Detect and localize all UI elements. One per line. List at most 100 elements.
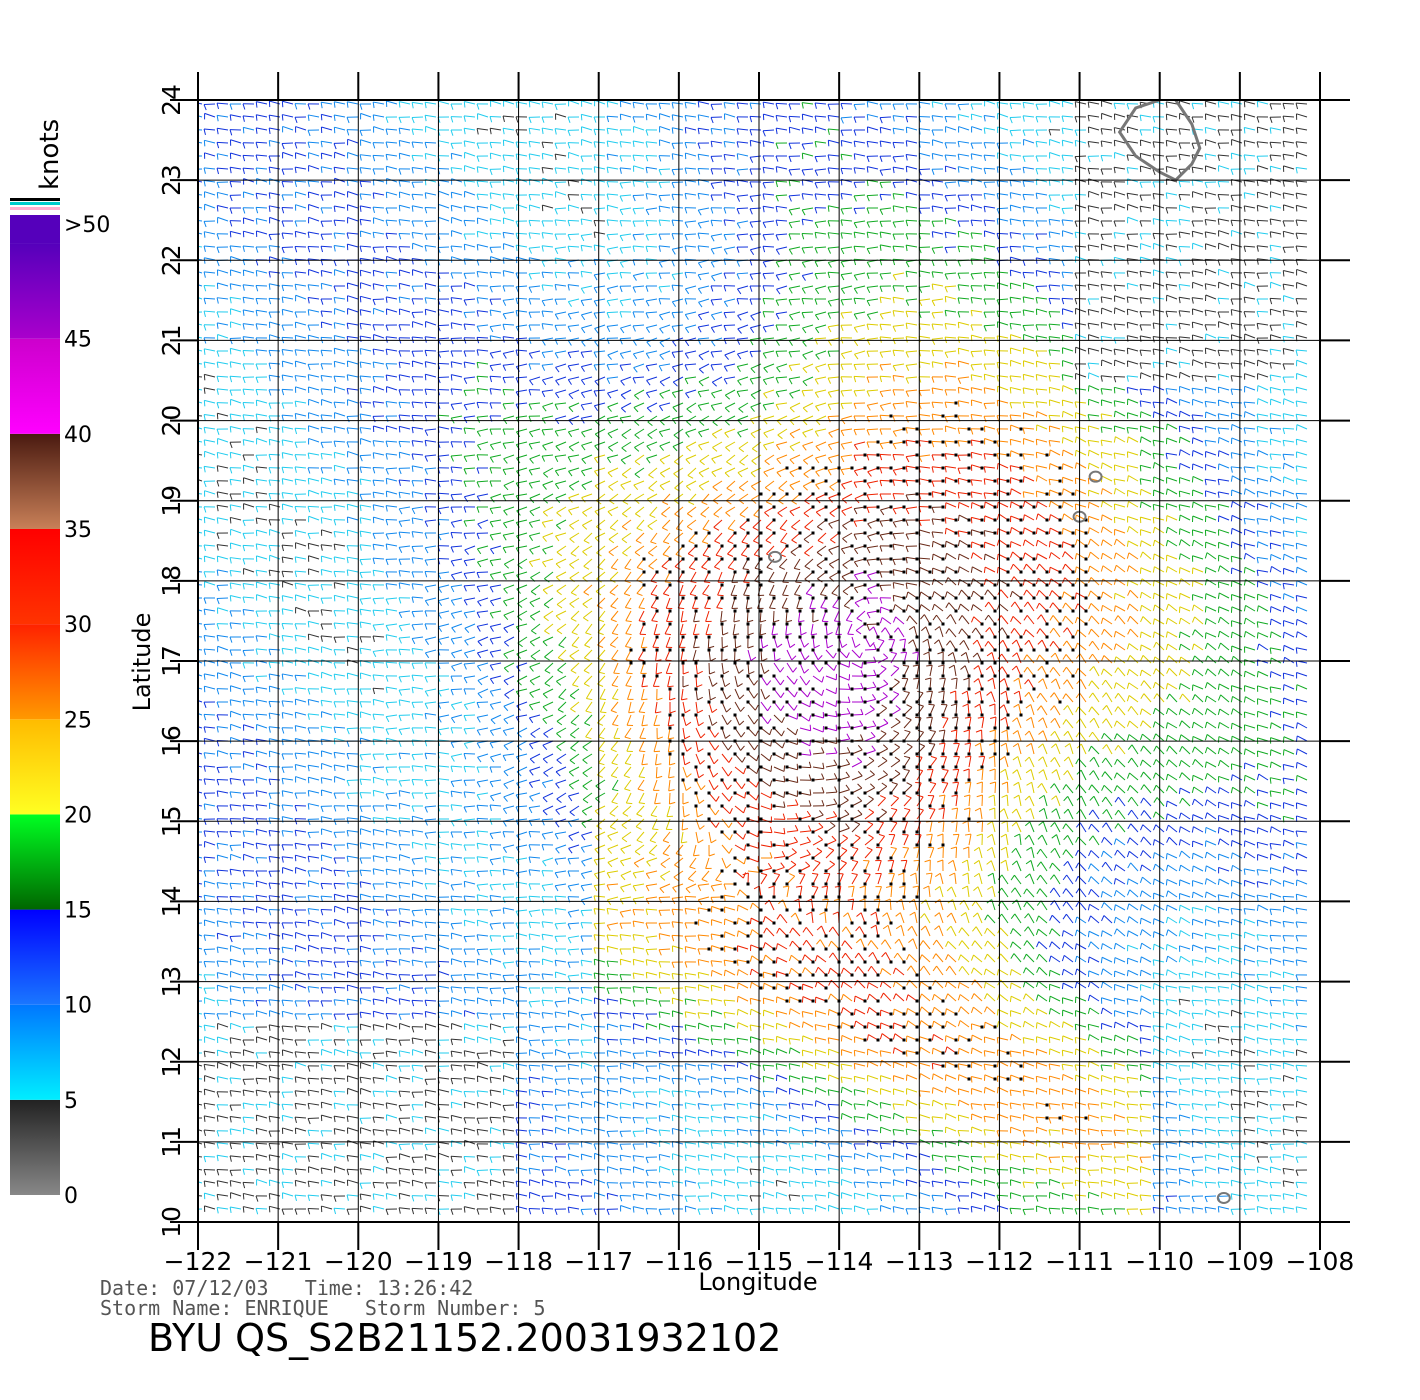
wind-barb-feather [958,455,960,461]
wind-barb-feather [503,353,506,358]
wind-barb-feather [1036,402,1037,408]
wind-barb [360,181,371,182]
wind-barb-feather [854,455,856,461]
wind-barb [1049,363,1060,364]
wind-barb [490,272,501,273]
wind-barb [1270,298,1281,299]
wind-barb-feather [1101,192,1102,198]
wind-barb-feather [997,376,998,382]
wind-barb-feather [854,232,855,238]
wind-barb-feather [932,455,934,461]
wind-barb-feather [373,155,375,161]
wind-barb [620,234,631,236]
wind-barb-feather [1257,273,1259,279]
wind-barb [516,257,527,260]
wind-barb-feather [399,441,401,447]
wind-barb-feather [854,341,857,346]
wind-barb-feather [880,245,881,251]
wind-barb [711,403,722,405]
wind-barb-feather [1270,414,1271,420]
wind-barb [1088,348,1099,351]
wind-barb [516,286,527,287]
wind-barb [802,153,813,156]
wind-barb-feather [659,406,662,411]
wind-barb [660,442,670,446]
wind-barb-feather [595,381,599,386]
wind-barb-feather [477,298,478,304]
wind-barb-feather [542,380,545,385]
wind-barb [217,362,228,364]
wind-barb [1192,415,1203,416]
wind-barb [1179,323,1190,325]
wind-barb [763,194,774,195]
wind-barb-feather [841,431,844,436]
wind-barb [685,115,696,117]
rain-flag-dot [981,467,984,470]
wind-barb-feather [243,127,244,133]
wind-barb-feather [360,219,361,225]
wind-barb-feather [1062,298,1064,304]
wind-barb [802,325,813,328]
wind-barb [620,101,631,104]
wind-barb-feather [621,408,625,412]
wind-barb-feather [321,195,323,201]
wind-barb-feather [477,181,478,187]
wind-barb-feather [529,194,531,200]
wind-barb [698,221,709,223]
wind-barb-feather [763,102,764,108]
wind-barb [386,166,397,169]
wind-barb-feather [828,221,830,227]
wind-barb-feather [1062,450,1063,456]
wind-barb [347,428,358,429]
wind-barb-feather [516,350,517,356]
wind-barb-feather [373,441,374,447]
wind-barb-feather [464,428,465,434]
wind-barb [763,130,774,131]
wind-barb [1154,386,1164,390]
wind-barb-feather [646,393,649,398]
wind-barb [555,468,566,471]
wind-barb-feather [594,180,595,186]
wind-barb [724,299,735,302]
wind-barb-feather [1140,234,1142,240]
wind-barb-feather [815,299,817,305]
wind-barb-feather [1231,220,1233,226]
wind-barb [334,348,345,351]
wind-barb-feather [542,117,544,123]
wind-barb [958,337,969,338]
wind-barb [321,127,332,130]
wind-barb [243,297,254,299]
rain-flag-dot [1007,454,1010,457]
wind-barb [516,310,527,312]
wind-barb-feather [1205,208,1207,214]
wind-barb-feather [321,221,323,227]
wind-barb-feather [503,155,504,161]
wind-barb-feather [1088,271,1089,277]
wind-barb-feather [230,362,231,368]
wind-barb [295,231,306,234]
wind-barb-feather [269,312,271,318]
wind-barb-feather [542,128,543,134]
wind-barb-feather [776,314,779,319]
wind-barb-feather [373,232,374,238]
wind-barb [1088,115,1099,117]
wind-barb [464,468,475,469]
wind-barb [1270,245,1281,247]
wind-barb [204,285,215,286]
rain-flag-dot [1020,467,1023,470]
wind-barb [438,455,449,456]
wind-barb-feather [555,284,556,290]
wind-barb [1101,284,1112,286]
wind-barb-feather [360,130,362,136]
wind-barb [1024,334,1034,338]
wind-barb-feather [750,130,752,136]
wind-barb [204,129,215,130]
wind-barb-feather [1101,260,1103,266]
wind-barb-feather [776,325,778,331]
wind-barb [412,454,423,455]
wind-barb-feather [893,431,896,436]
wind-barb [867,429,878,430]
wind-barb [711,128,722,130]
wind-barb [958,377,969,378]
wind-barb-feather [1166,156,1168,162]
